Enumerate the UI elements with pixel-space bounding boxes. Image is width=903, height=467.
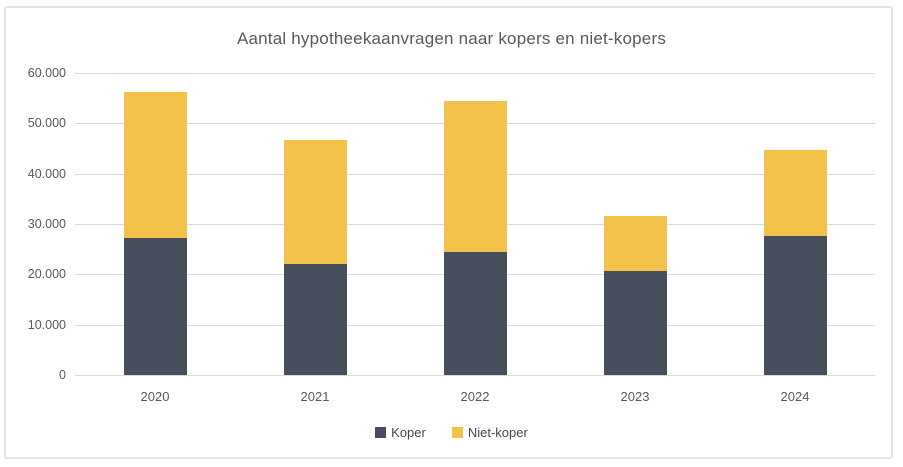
legend-item-niet-koper: Niet-koper	[451, 425, 528, 440]
stacked-bar-2024	[763, 149, 827, 375]
segment-koper	[443, 251, 507, 375]
chart-frame	[4, 6, 893, 459]
koper-swatch-icon	[375, 427, 387, 438]
segment-koper	[603, 270, 667, 375]
legend-item-koper: Koper	[375, 425, 426, 440]
y-tick-label: 20.000	[27, 267, 66, 282]
y-tick-label: 50.000	[27, 116, 66, 131]
legend-label-koper: Koper	[391, 425, 426, 440]
stacked-bar-2021	[283, 140, 347, 375]
y-tick-label: 0	[59, 368, 66, 382]
legend: Koper Niet-koper	[0, 425, 903, 440]
bar-slot	[715, 73, 875, 375]
x-tick-label: 2020	[140, 389, 170, 404]
y-tick-label: 30.000	[27, 217, 66, 231]
segment-koper	[763, 235, 827, 375]
x-tick-label: 2021	[300, 389, 330, 404]
stacked-bar-2022	[443, 100, 507, 375]
y-tick-label: 10.000	[27, 317, 66, 332]
segment-koper	[283, 264, 347, 375]
plot-area	[75, 73, 875, 376]
segment-niet-koper	[123, 91, 187, 238]
segment-niet-koper	[763, 149, 827, 236]
bar-slot	[395, 73, 555, 375]
gridline	[75, 375, 875, 376]
segment-niet-koper	[443, 100, 507, 252]
bar-slot	[235, 73, 395, 375]
segment-niet-koper	[603, 216, 667, 271]
chart-title: Aantal hypotheekaanvragen naar kopers en…	[236, 29, 667, 48]
stacked-bar-2020	[123, 91, 187, 375]
legend-label-niet-koper: Niet-koper	[467, 425, 528, 440]
segment-niet-koper	[283, 140, 347, 265]
y-tick-label: 40.000	[27, 166, 66, 181]
x-tick-label: 2024	[780, 389, 810, 404]
x-tick-label: 2022	[460, 389, 490, 404]
gridline	[75, 73, 875, 74]
x-tick-label: 2023	[620, 389, 650, 404]
niet-koper-swatch-icon	[451, 427, 463, 438]
bar-slot	[555, 73, 715, 375]
segment-koper	[123, 237, 187, 375]
bar-slot	[75, 73, 235, 375]
stacked-bar-2023	[603, 216, 667, 375]
y-tick-label: 60.000	[27, 66, 66, 80]
